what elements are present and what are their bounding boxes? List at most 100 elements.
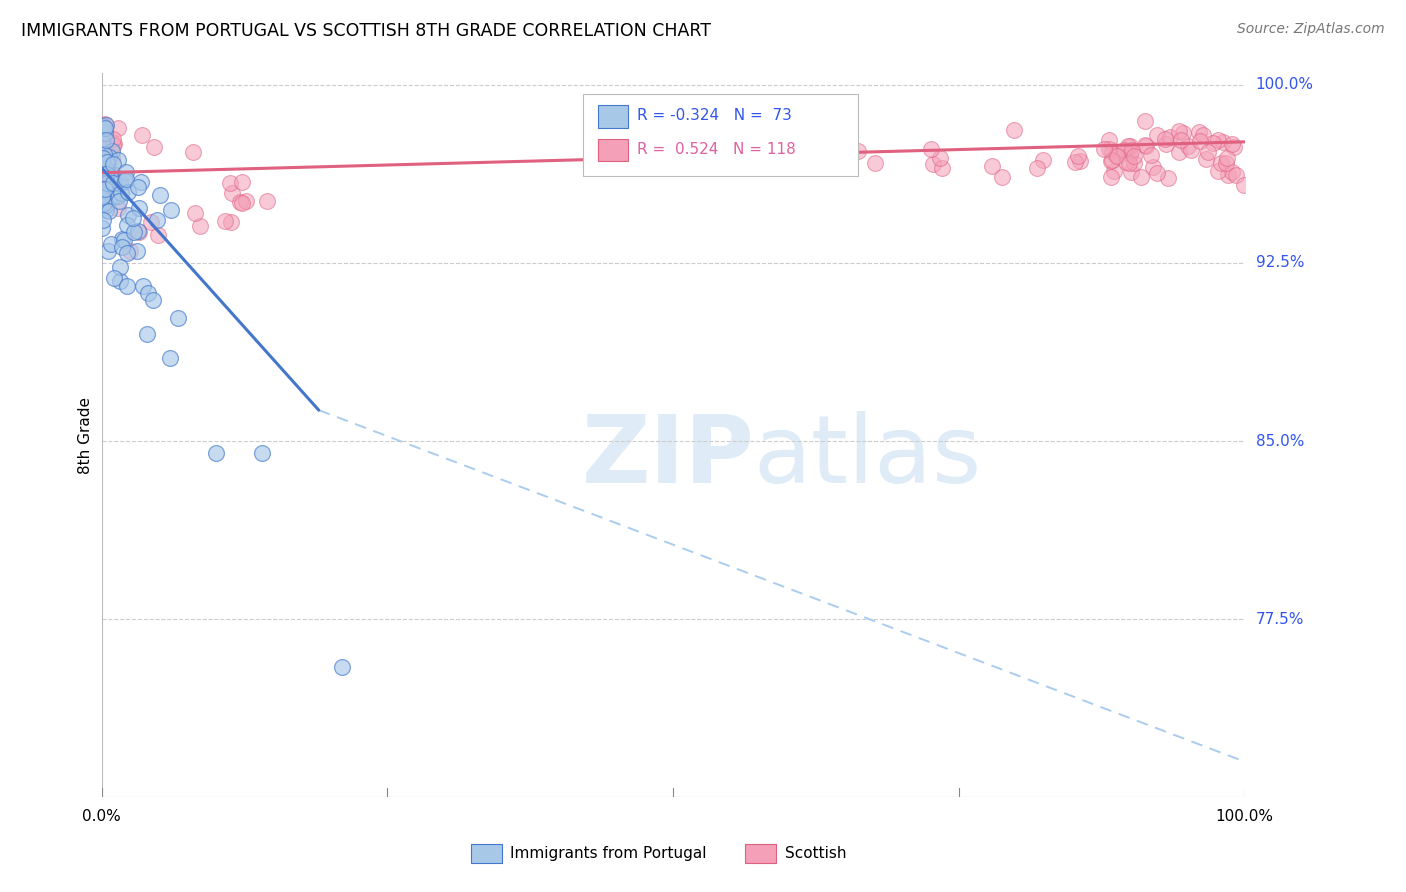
Point	[1212, 135, 1234, 149]
Point	[148, 228, 170, 243]
Point	[1216, 151, 1239, 165]
Text: Immigrants from Portugal: Immigrants from Portugal	[510, 847, 707, 861]
Point	[98, 162, 121, 177]
Point	[112, 233, 135, 247]
Point	[96, 198, 118, 212]
Point	[90, 158, 112, 172]
Point	[90, 181, 112, 195]
Point	[108, 274, 131, 288]
Point	[1135, 113, 1157, 128]
Point	[94, 147, 117, 161]
Point	[91, 168, 114, 182]
Text: R = -0.324   N =  73: R = -0.324 N = 73	[637, 109, 792, 123]
Point	[922, 157, 945, 171]
Point	[107, 121, 129, 136]
Point	[120, 244, 142, 258]
Point	[219, 176, 242, 190]
Point	[96, 184, 118, 198]
Point	[91, 120, 114, 134]
Point	[117, 185, 139, 199]
Point	[101, 190, 124, 204]
Point	[91, 135, 114, 149]
Point	[1064, 154, 1087, 169]
Point	[1220, 165, 1243, 179]
Point	[124, 225, 146, 239]
Point	[127, 224, 149, 238]
Point	[127, 180, 149, 194]
Point	[94, 161, 117, 176]
Point	[128, 225, 150, 239]
Point	[250, 446, 273, 460]
Point	[108, 194, 131, 208]
Point	[1099, 170, 1122, 185]
Point	[91, 118, 114, 132]
Point	[1167, 124, 1189, 138]
Point	[100, 237, 122, 252]
Point	[1206, 133, 1229, 147]
Point	[1187, 125, 1209, 139]
Point	[93, 147, 115, 161]
Point	[94, 184, 117, 198]
Point	[1220, 137, 1243, 152]
Point	[1202, 136, 1225, 150]
Point	[931, 161, 953, 176]
Point	[97, 177, 120, 191]
Point	[115, 245, 138, 260]
Point	[1195, 152, 1218, 166]
Point	[90, 182, 112, 196]
Point	[1135, 138, 1157, 153]
Point	[1225, 168, 1247, 182]
Point	[1092, 142, 1115, 156]
Point	[132, 278, 155, 293]
Point	[107, 202, 129, 216]
Point	[1159, 130, 1181, 145]
Point	[1101, 145, 1123, 159]
Point	[94, 202, 117, 217]
Point	[1171, 126, 1194, 140]
Point	[1216, 168, 1239, 182]
Y-axis label: 8th Grade: 8th Grade	[79, 397, 93, 474]
Point	[991, 170, 1014, 185]
Point	[93, 152, 115, 166]
Point	[1157, 171, 1180, 186]
Point	[94, 126, 117, 140]
Point	[111, 232, 134, 246]
Point	[91, 188, 114, 202]
Point	[111, 240, 134, 254]
Point	[1142, 160, 1164, 174]
Point	[1026, 161, 1049, 175]
Text: Source: ZipAtlas.com: Source: ZipAtlas.com	[1237, 22, 1385, 37]
Point	[91, 149, 114, 163]
Point	[125, 244, 148, 258]
Point	[1098, 142, 1121, 156]
Point	[91, 220, 114, 235]
Point	[1119, 146, 1142, 161]
Point	[128, 202, 150, 216]
Point	[235, 194, 257, 208]
Point	[103, 136, 125, 151]
Point	[115, 279, 138, 293]
Point	[1002, 122, 1025, 136]
Text: 0.0%: 0.0%	[82, 809, 121, 824]
Point	[107, 170, 129, 185]
Point	[117, 208, 139, 222]
Point	[256, 194, 278, 208]
Point	[91, 125, 114, 139]
Point	[1102, 164, 1125, 178]
Point	[110, 260, 132, 275]
Point	[1232, 178, 1254, 192]
Point	[100, 173, 122, 187]
Point	[1067, 148, 1090, 162]
Point	[1105, 148, 1128, 162]
Point	[96, 118, 118, 132]
Point	[981, 159, 1004, 173]
Point	[146, 213, 169, 227]
Point	[1170, 133, 1192, 147]
Point	[110, 186, 132, 200]
Point	[149, 188, 172, 202]
Point	[93, 195, 115, 210]
Point	[94, 120, 117, 135]
Text: 100.0%: 100.0%	[1256, 78, 1313, 93]
Point	[1107, 149, 1129, 163]
Point	[142, 293, 165, 308]
